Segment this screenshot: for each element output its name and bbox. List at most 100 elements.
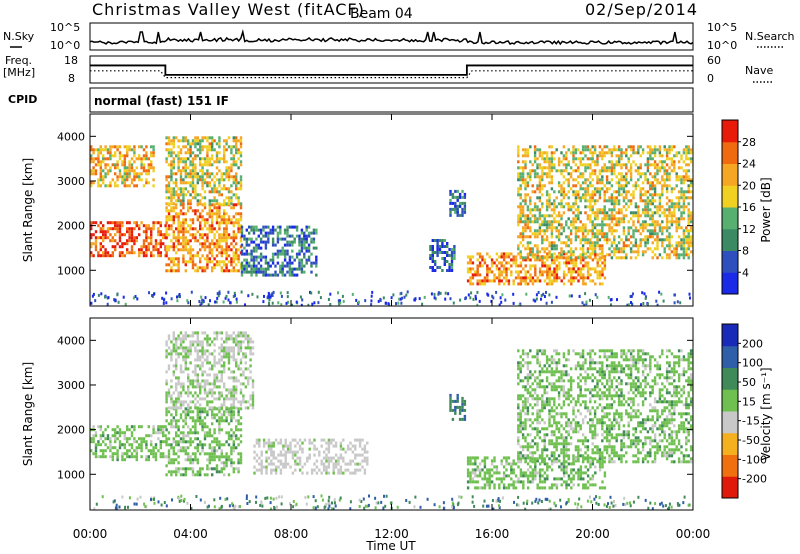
power-cell	[116, 242, 119, 246]
power-cell	[534, 270, 537, 274]
velocity-cell	[175, 382, 178, 386]
power-cell	[569, 175, 573, 179]
velocity-cell	[165, 407, 168, 411]
velocity-cell	[199, 473, 202, 477]
power-cell	[531, 250, 534, 254]
power-cell	[557, 163, 561, 167]
velocity-cell	[262, 438, 266, 442]
power-cell	[458, 204, 462, 208]
power-cell	[133, 151, 136, 155]
power-cell	[608, 217, 611, 221]
power-cell	[271, 237, 275, 241]
power-cell	[450, 269, 454, 272]
power-cell	[531, 208, 534, 212]
power-cell	[431, 245, 434, 248]
power-cell	[303, 240, 306, 244]
power-cell	[232, 230, 235, 234]
power-cell	[172, 172, 175, 176]
power-noise	[90, 290, 691, 306]
power-cell	[295, 252, 299, 256]
power-cell	[531, 169, 534, 173]
power-cell	[622, 247, 626, 251]
power-cell	[488, 270, 491, 274]
power-cell	[596, 181, 599, 185]
power-cell	[215, 206, 219, 210]
nave-trace	[90, 70, 693, 79]
power-cell	[543, 220, 546, 224]
power-cell	[223, 172, 226, 176]
power-cell	[436, 242, 439, 245]
power-cell	[584, 148, 587, 152]
power-cell	[478, 279, 482, 283]
velocity-cell	[211, 458, 214, 462]
power-cell	[565, 163, 568, 167]
velocity-cell	[152, 431, 155, 435]
velocity-cell	[189, 455, 192, 459]
power-cell	[507, 282, 511, 286]
velocity-cell	[239, 373, 243, 377]
power-cell	[113, 298, 116, 302]
power-cell	[147, 181, 150, 185]
power-cell	[277, 301, 280, 305]
power-cell	[593, 199, 597, 203]
power-cell	[211, 142, 214, 146]
velocity-cell	[196, 394, 199, 398]
power-cell	[553, 220, 556, 224]
velocity-cell	[175, 364, 178, 368]
power-cell	[502, 258, 506, 262]
velocity-cell	[213, 455, 216, 459]
power-cell	[239, 175, 243, 179]
velocity-cell	[179, 391, 183, 395]
power-cell	[145, 224, 148, 228]
power-cell	[123, 242, 126, 246]
power-cell	[177, 218, 180, 222]
power-cell	[130, 227, 134, 231]
power-cell	[271, 243, 275, 247]
power-cell	[517, 235, 520, 239]
power-cell	[541, 169, 544, 173]
power-cell	[543, 151, 546, 155]
velocity-cell	[177, 376, 180, 380]
velocity-cell	[267, 462, 271, 466]
power-cell	[608, 247, 611, 251]
power-cell	[187, 190, 190, 194]
power-cell	[147, 224, 150, 228]
power-cell	[670, 250, 674, 254]
power-cell	[644, 241, 647, 245]
velocity-cell	[154, 452, 158, 456]
power-cell	[203, 136, 207, 140]
power-cell	[541, 193, 544, 197]
power-cell	[220, 157, 223, 161]
power-cell	[685, 247, 688, 251]
velocity-cell	[201, 397, 204, 401]
power-cell	[651, 202, 654, 206]
velocity-cell	[157, 449, 160, 453]
power-cell	[524, 270, 527, 274]
power-cell	[627, 220, 630, 224]
power-cell	[259, 267, 263, 271]
velocity-cell	[284, 456, 287, 460]
velocity-cell	[187, 403, 190, 407]
power-cell	[581, 175, 585, 179]
power-cell	[581, 250, 585, 254]
power-cell	[625, 151, 628, 155]
power-cell	[550, 169, 554, 173]
power-cell	[104, 233, 107, 237]
velocity-cell	[218, 397, 221, 401]
power-cell	[159, 251, 162, 255]
power-cell	[264, 267, 268, 271]
power-cell	[632, 220, 635, 224]
power-cell	[651, 229, 654, 233]
power-cell	[601, 187, 604, 191]
power-cell	[565, 220, 568, 224]
power-cell	[106, 251, 110, 255]
velocity-cell	[232, 461, 235, 465]
power-cell	[629, 169, 633, 173]
power-cell	[257, 255, 260, 259]
power-cell	[116, 178, 119, 182]
power-cell	[90, 157, 93, 161]
power-cell	[191, 233, 195, 237]
power-cell	[99, 172, 102, 176]
power-cell	[543, 247, 546, 251]
velocity-cell	[182, 388, 185, 392]
